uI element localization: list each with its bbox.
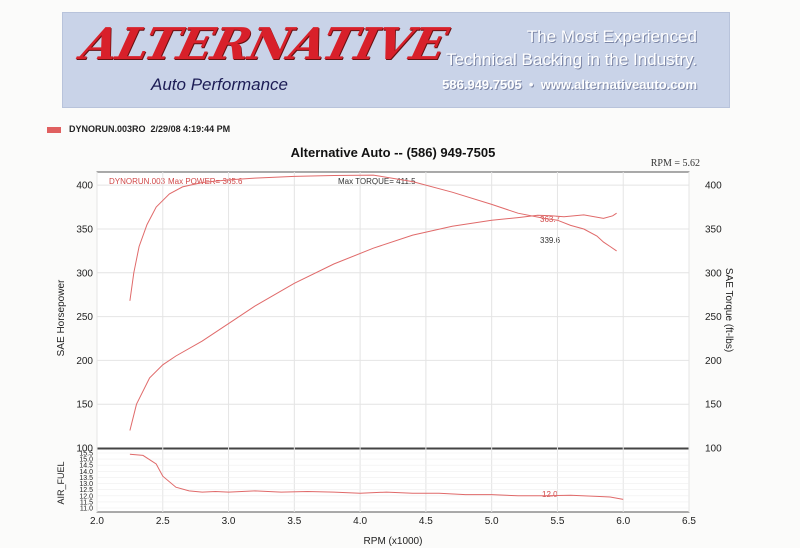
rpm-readout: RPM = 5.62	[651, 158, 700, 169]
y-tick-label-left: 100	[76, 444, 93, 455]
phone-number: 586.949.7505	[442, 77, 522, 92]
x-tick-label: 5.5	[550, 516, 564, 527]
bullet-separator: •	[528, 77, 534, 92]
website-link[interactable]: www.alternativeauto.com	[540, 77, 697, 92]
y-tick-label-left: 300	[76, 268, 93, 279]
x-tick-label: 6.0	[616, 516, 630, 527]
torque-series-line	[129, 174, 617, 301]
header-banner: ALTERNATIVE Auto Performance The Most Ex…	[62, 12, 730, 108]
brand-subtitle: Auto Performance	[151, 75, 289, 94]
y-tick-label-right: 300	[705, 268, 722, 279]
y-axis-bottom-label: AIR_FUEL	[56, 461, 66, 504]
y-tick-label-bottom: 12.0	[79, 493, 93, 500]
y-tick-label-bottom: 13.5	[79, 475, 93, 482]
y-tick-label-right: 400	[705, 181, 722, 192]
tagline-line2: Technical Backing in the Industry.	[445, 50, 697, 69]
y-axis-right-label: SAE Torque (ft-lbs)	[723, 268, 734, 352]
y-tick-label-bottom: 15.0	[79, 457, 93, 464]
x-tick-label: 4.5	[419, 516, 433, 527]
x-tick-label: 3.0	[222, 516, 236, 527]
y-tick-label-left: 150	[76, 400, 93, 411]
y-tick-label-left: 400	[76, 181, 93, 192]
annotation-max-power: Max POWER= 365.6	[168, 177, 243, 186]
y-tick-label-bottom: 15.5	[79, 451, 93, 458]
x-tick-label: 6.5	[682, 516, 696, 527]
y-axis-left-label: SAE Horsepower	[56, 279, 67, 356]
y-tick-label-right: 250	[705, 312, 722, 323]
annotation-run: DYNORUN.003	[109, 177, 166, 186]
y-tick-label-bottom: 11.0	[80, 506, 93, 513]
run-header: DYNORUN.003RO 2/29/08 4:19:44 PM	[47, 124, 230, 134]
y-tick-label-bottom: 12.5	[79, 487, 93, 494]
tagline-line1: The Most Experienced	[526, 27, 697, 46]
run-swatch-icon	[47, 126, 61, 133]
y-tick-label-right: 150	[705, 400, 722, 411]
x-tick-label: 2.0	[90, 516, 104, 527]
y-tick-label-bottom: 14.5	[79, 463, 93, 470]
x-tick-label: 4.0	[353, 516, 367, 527]
y-tick-label-right: 200	[705, 356, 722, 367]
y-tick-label-left: 250	[76, 312, 93, 323]
annotation-air-fuel: 12.0	[542, 490, 558, 499]
run-label: DYNORUN.003RO	[69, 124, 146, 134]
y-tick-label-left: 200	[76, 356, 93, 367]
x-axis-label: RPM (x1000)	[364, 536, 423, 547]
x-tick-label: 5.0	[485, 516, 499, 527]
annotation-hp-end: 339.6	[540, 236, 561, 245]
y-tick-label-right: 350	[705, 224, 722, 235]
y-tick-label-bottom: 14.0	[79, 469, 93, 476]
chart-title: Alternative Auto -- (586) 949-7505	[291, 145, 496, 160]
x-tick-label: 2.5	[156, 516, 170, 527]
y-tick-label-left: 350	[76, 224, 93, 235]
plot-area	[96, 171, 690, 513]
horsepower-series-line	[129, 212, 617, 431]
run-datetime: 2/29/08 4:19:44 PM	[150, 124, 231, 134]
y-tick-label-right: 100	[705, 444, 722, 455]
annotation-max-torque: Max TORQUE= 411.5	[338, 177, 416, 186]
y-tick-label-bottom: 13.0	[79, 481, 93, 488]
x-tick-label: 3.5	[287, 516, 301, 527]
contact-info: 586.949.7505 • www.alternativeauto.com	[442, 77, 697, 92]
y-tick-label-bottom: 11.5	[80, 499, 93, 506]
air-fuel-series-line	[129, 453, 624, 500]
